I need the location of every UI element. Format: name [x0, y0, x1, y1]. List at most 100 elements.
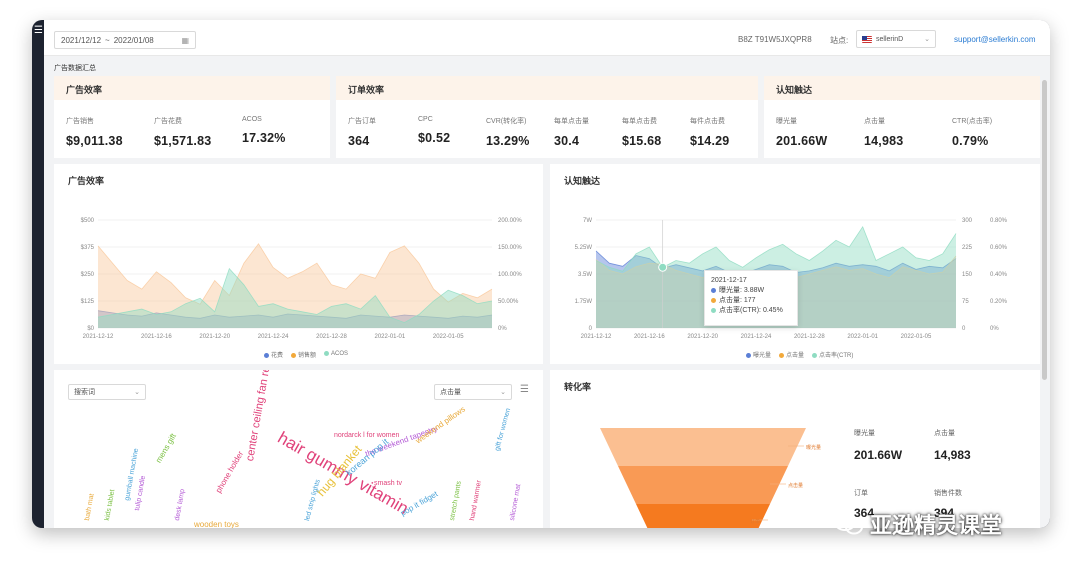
x-tick-label: 2021-12-16	[141, 334, 172, 340]
cloud-word[interactable]: stretch pants	[449, 480, 463, 522]
x-tick-label: 2021-12-12	[581, 334, 612, 340]
kpi-value: $1,571.83	[154, 134, 212, 148]
y-right-tick-label: 300	[962, 218, 973, 224]
keyword-metric-select[interactable]: 点击量 ⌄	[434, 384, 512, 400]
app-content: 2021/12/12 ~ 2022/01/08 ▦ B8Z T91W5JXQPR…	[44, 20, 1050, 528]
y-right-tick-label: 0.20%	[990, 299, 1008, 305]
watermark: 亚逊精灵课堂	[834, 508, 1002, 540]
chevron-down-icon: ⌄	[924, 36, 930, 43]
kpi-label: 广告花费	[154, 118, 182, 125]
kpi-item: CVR(转化率) 13.29%	[486, 116, 530, 148]
cloud-word[interactable]: tulip candle	[134, 475, 148, 512]
cloud-word[interactable]: bath mat	[84, 493, 96, 522]
kpi-value: $0.52	[418, 131, 451, 145]
y-right-tick-label: 0%	[498, 326, 507, 332]
kpi-card-title: 认知触达	[764, 76, 1040, 100]
x-tick-label: 2021-12-28	[794, 334, 825, 340]
cloud-word[interactable]: wooden toys	[194, 520, 239, 528]
x-tick-label: 2022-01-01	[847, 334, 878, 340]
x-tick-label: 2022-01-01	[375, 334, 406, 340]
page-scrollbar[interactable]	[1042, 80, 1047, 380]
kpi-label: 每单点击量	[554, 118, 589, 125]
kpi-card-title: 订单效率	[336, 76, 758, 100]
y-tick-label: $125	[81, 299, 95, 305]
list-view-icon[interactable]: ☰	[520, 384, 529, 395]
x-tick-label: 2021-12-24	[258, 334, 289, 340]
date-range-picker[interactable]: 2021/12/12 ~ 2022/01/08 ▦	[54, 31, 196, 49]
site-label: 站点:	[830, 36, 849, 45]
x-tick-label: 2022-01-05	[901, 334, 932, 340]
cloud-word[interactable]: weekend pillows	[414, 404, 467, 446]
y-right-tick-label: 75	[962, 299, 969, 305]
kpi-card-awareness: 认知触达 曝光量 201.66W 点击量 14,983 CTR(点击率) 0.79%	[764, 76, 1040, 158]
cloud-word[interactable]: center ceiling fan remote	[244, 370, 277, 463]
funnel-label: 点击量	[788, 483, 804, 489]
legend-item[interactable]: 曝光量	[746, 350, 771, 359]
chart-title: 认知触达	[564, 176, 601, 186]
y-tick-label: 3.5W	[578, 272, 592, 278]
kpi-item: 广告花费 $1,571.83	[154, 116, 211, 148]
legend-item[interactable]: ACOS	[324, 351, 348, 358]
site-select[interactable]: sellerinD ⌄	[856, 30, 936, 48]
y-right-tick-label: 0.40%	[990, 272, 1008, 278]
kpi-label: ACOS	[242, 116, 262, 123]
series-line-0	[97, 310, 493, 319]
kpi-item: 点击量 14,983	[864, 116, 903, 148]
y-tick-label: 5.25W	[575, 245, 593, 251]
y-right-tick-label: 150	[962, 272, 973, 278]
x-tick-label: 2021-12-20	[199, 334, 230, 340]
funnel-segment-impressions	[600, 428, 806, 466]
support-email-link[interactable]: support@sellerkin.com	[954, 35, 1036, 44]
cloud-word[interactable]: hand warmer	[469, 479, 483, 522]
y-right-tick-label: 225	[962, 245, 973, 251]
legend-item[interactable]: 销售额	[291, 350, 316, 359]
cloud-word[interactable]: gift for women	[494, 407, 513, 452]
kpi-value: 13.29%	[486, 134, 530, 148]
x-tick-label: 2021-12-28	[316, 334, 347, 340]
conversion-funnel-card: 转化率 曝光量 点击量 订单 曝光量 201.66W 点击量 14,983 订单…	[550, 370, 1040, 528]
us-flag-icon	[862, 35, 872, 43]
kpi-label: 点击量	[864, 118, 885, 125]
kpi-value: 364	[348, 134, 370, 148]
x-tick-label: 2021-12-16	[634, 334, 665, 340]
cloud-word[interactable]: silicone mat	[509, 483, 523, 522]
kpi-item: 每单点击量 30.4	[554, 116, 589, 148]
funnel-metric-label: 订单	[854, 490, 868, 497]
x-tick-label: 2021-12-12	[83, 334, 114, 340]
kpi-label: 曝光量	[776, 118, 797, 125]
funnel-label: 订单	[750, 519, 761, 525]
cloud-word[interactable]: smash tv	[374, 480, 403, 487]
kpi-item: 广告销售 $9,011.38	[66, 116, 123, 148]
menu-toggle-icon[interactable]: ☰	[34, 25, 43, 36]
series-line-2	[595, 225, 957, 272]
legend-item[interactable]: 点击率(CTR)	[812, 350, 853, 359]
kpi-label: CVR(转化率)	[486, 118, 527, 125]
kpi-item: 每单点击费 $15.68	[622, 116, 661, 148]
select-value: 搜索词	[74, 389, 95, 396]
watermark-text: 亚逊精灵课堂	[870, 513, 1003, 538]
y-tick-label: $500	[81, 218, 95, 224]
cloud-word[interactable]: phone holder	[214, 449, 246, 495]
legend-item[interactable]: 花费	[264, 350, 283, 359]
x-tick-label: 2022-01-05	[433, 334, 464, 340]
kpi-label: 广告销售	[66, 118, 94, 125]
cloud-word[interactable]: desk lamp	[174, 488, 187, 522]
cloud-word[interactable]: mens gift	[154, 431, 179, 465]
legend-item[interactable]: 点击量	[779, 350, 804, 359]
keyword-type-select[interactable]: 搜索词 ⌄	[68, 384, 146, 400]
cloud-word[interactable]: led strip lights	[304, 478, 322, 522]
awareness-chart: 7W 5.25W 3.5W 1.75W 0 300 225 150 75 0 0.80% 0.60% 0…	[575, 218, 1008, 340]
kpi-value: 17.32%	[242, 131, 286, 145]
chart-legend: 花费 销售额 ACOS	[264, 350, 348, 359]
tooltip-row: 点击率(CTR): 0.45%	[711, 306, 791, 316]
kpi-card-ad-efficiency: 广告效率 广告销售 $9,011.38 广告花费 $1,571.83 ACOS 17.…	[54, 76, 330, 158]
asin-label: B8Z T91W5JXQPR8	[738, 35, 812, 44]
date-end: 2022/01/08	[113, 35, 154, 45]
cloud-word[interactable]: kids tablet	[104, 488, 117, 522]
cloud-word[interactable]: nordarck l for women	[334, 432, 400, 439]
x-tick-label: 2021-12-20	[687, 334, 718, 340]
tooltip-row: 点击量: 177	[711, 296, 791, 306]
y-tick-label: 7W	[583, 218, 592, 224]
kpi-value: 14,983	[864, 134, 904, 148]
funnel-metric-label: 销售件数	[934, 490, 962, 497]
